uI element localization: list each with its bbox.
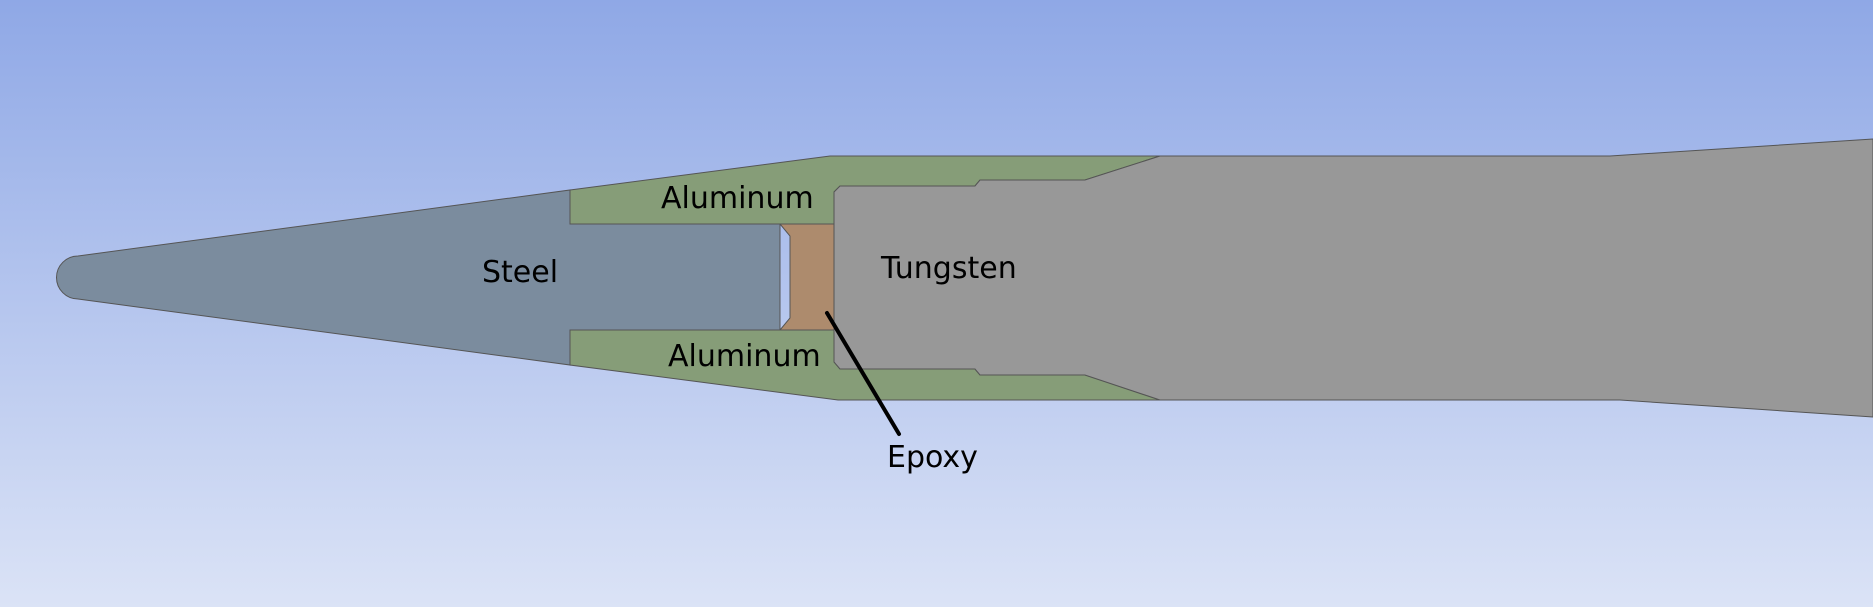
epoxy-leader-line	[825, 311, 901, 436]
tungsten-label: Tungsten	[881, 251, 1017, 286]
aluminum-top-label: Aluminum	[661, 181, 814, 216]
tungsten-region	[833, 138, 1873, 418]
steel-label: Steel	[482, 255, 559, 290]
aluminum-bottom-label: Aluminum	[668, 339, 821, 374]
epoxy-label: Epoxy	[887, 440, 978, 475]
